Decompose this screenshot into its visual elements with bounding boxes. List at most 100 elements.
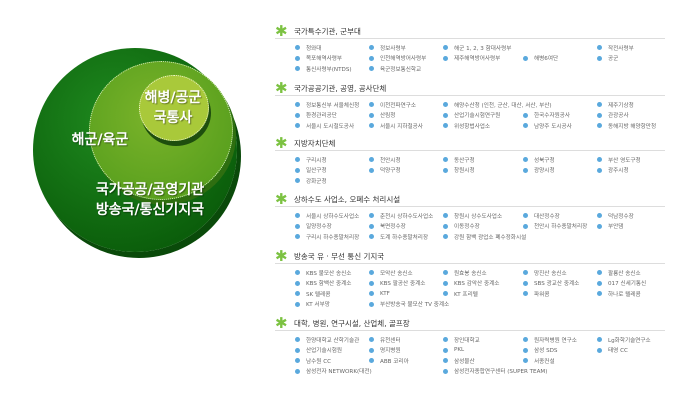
bullet-icon <box>369 270 374 275</box>
list-item: 명지병원 <box>369 346 443 355</box>
list-item: 산업기술시험원 <box>295 346 369 355</box>
asterisk-icon: ✱ <box>275 134 288 152</box>
section-title: 상하수도 사업소, 오폐수 처리시설 <box>294 194 401 204</box>
bullet-icon <box>443 234 448 239</box>
list-item: 원효봉 송신소 <box>443 268 523 277</box>
item-label: 춘천시 상하수도사업소 <box>380 213 434 220</box>
list-item: 일양정수장 <box>295 222 369 231</box>
item-label: 서울시 지하철공사 <box>380 123 423 130</box>
item-label: 서종컨설 <box>534 358 555 365</box>
list-item: 작전사령부 <box>597 43 697 52</box>
item-label: 덕양구청 <box>380 168 401 174</box>
item-label: 삼성 SDS <box>534 348 558 354</box>
item-label: 원효봉 송신소 <box>454 270 487 277</box>
bullet-icon <box>523 280 528 286</box>
item-label: 창원시 상수도사업소 <box>454 213 503 220</box>
bullet-icon <box>443 45 448 50</box>
section-title: 대학, 병원, 연구시설, 산업체, 골프장 <box>294 318 410 328</box>
list-item: 이천전파연구소 <box>369 100 443 109</box>
bullet-icon <box>443 167 448 173</box>
inner-circle <box>139 75 209 141</box>
list-item: 육군정보통신학교 <box>369 64 443 73</box>
bullet-icon <box>369 291 374 296</box>
inner-circle-label: 해병/공군 국통사 <box>133 88 213 128</box>
section: ✱ 상하수도 사업소, 오폐수 처리시설 서울시 상하수도사업소 춘천시 상하수도사업… <box>275 192 675 241</box>
inner-label-line1: 해병/공군 <box>144 90 202 106</box>
list-item: 장인대학교 <box>443 335 523 344</box>
item-label: 구리시 하수종말처리장 <box>306 234 360 241</box>
item-label: 유천센터 <box>380 337 401 344</box>
list-item: 삼성 SDS <box>523 346 597 355</box>
item-label: SBS 광교산 중계소 <box>534 281 580 287</box>
item-label: ABB 코리아 <box>380 358 409 365</box>
bullet-icon <box>523 270 528 275</box>
list-item: 도계 하수종말처리장 <box>369 232 443 241</box>
item-label: 작전사령부 <box>608 45 634 52</box>
bullet-icon <box>523 358 528 363</box>
bullet-icon <box>295 337 300 342</box>
item-label: 부산방송국 불모산 TV 중계소 <box>380 302 450 308</box>
bullet-icon <box>443 270 448 275</box>
bullet-icon <box>597 45 602 50</box>
list-item: 망진산 송신소 <box>523 268 597 277</box>
bullet-icon <box>443 347 448 353</box>
bullet-icon <box>295 178 300 183</box>
section-items: 한양대학교 산학기술관 유천센터 장인대학교 원자력병원 연구소 Lg화학기술연구소 산업… <box>295 335 675 376</box>
list-item: KT 프리텔 <box>443 289 523 298</box>
list-item: 위성항법사업소 <box>443 121 523 130</box>
bullet-icon <box>295 223 300 229</box>
section-items: 청와대 정보사령부 해군 1, 2, 3 함대사령부 작전사령부 목포해역사령부 인천해역… <box>295 43 675 73</box>
section-items: 구리시청 천안시청 동산구청 성북구청 부산 영도구청 일산구청 덕양구청 창원시청 광양시청 광… <box>295 155 675 185</box>
bullet-icon <box>295 123 300 128</box>
bullet-icon <box>369 223 374 229</box>
item-label: KT 서부망 <box>306 302 330 308</box>
list-item: 일산구청 <box>295 166 369 175</box>
item-label: 팔룡산 송신소 <box>608 270 641 277</box>
bullet-icon <box>523 291 528 296</box>
bullet-icon <box>369 157 374 162</box>
item-label: 해군 1, 2, 3 함대사령부 <box>454 45 512 52</box>
list-item: 동산구청 <box>443 155 523 164</box>
item-label: 공군 <box>608 56 619 62</box>
bullet-icon <box>523 213 528 218</box>
list-item: 원자력병원 연구소 <box>523 335 597 344</box>
list-item: 삼성전자 NETWORK(대전) <box>295 367 443 376</box>
outer-circle-label: 국가공공/공영기관 방송국/통신기지국 <box>70 180 230 220</box>
item-label: 덕남정수장 <box>608 213 634 220</box>
bullet-icon <box>597 167 602 173</box>
inner-label-line2: 국통사 <box>153 110 193 126</box>
list-item: 창원시청 <box>443 166 523 175</box>
bullet-icon <box>443 291 448 296</box>
item-label: 관광공사 <box>608 113 629 119</box>
list-item: 해군 1, 2, 3 함대사령부 <box>443 43 597 52</box>
bullet-icon <box>369 102 374 107</box>
asterisk-icon: ✱ <box>275 314 288 332</box>
bullet-icon <box>597 123 602 128</box>
item-label: 하나로 텔레콤 <box>608 291 641 298</box>
bullet-icon <box>369 45 374 50</box>
item-label: KBS 감악산 중계소 <box>454 281 500 287</box>
bullet-icon <box>295 234 300 239</box>
bullet-icon <box>295 291 300 296</box>
list-item: 남양주 도시공사 <box>523 121 597 130</box>
list-item: 천안시청 <box>369 155 443 164</box>
bullet-icon <box>523 123 528 128</box>
list-item: ABB 코리아 <box>369 356 443 365</box>
item-label: 해양수산청 (인천, 군산, 대산, 서산, 부산) <box>454 102 552 109</box>
list-item: 파워콤 <box>523 289 597 298</box>
list-item: 이동정수장 <box>443 222 523 231</box>
bullet-icon <box>597 347 602 353</box>
item-label: 북면정수장 <box>380 224 406 230</box>
list-item: 정보통신부 서울체신청 <box>295 100 369 109</box>
list-item: 광주시청 <box>597 166 697 175</box>
list-item: 관광공사 <box>597 111 697 120</box>
list-item: 대산정수장 <box>523 211 597 220</box>
list-item: 통신사령부(NTDS) <box>295 64 369 73</box>
bullet-icon <box>295 213 300 218</box>
list-item: 환경관리공단 <box>295 111 369 120</box>
bullet-icon <box>295 301 300 307</box>
list-item: KTF <box>369 289 443 298</box>
item-label: 파워콤 <box>534 291 550 298</box>
bullet-icon <box>443 102 448 107</box>
list-item: 부산방송국 불모산 TV 중계소 <box>369 300 523 309</box>
